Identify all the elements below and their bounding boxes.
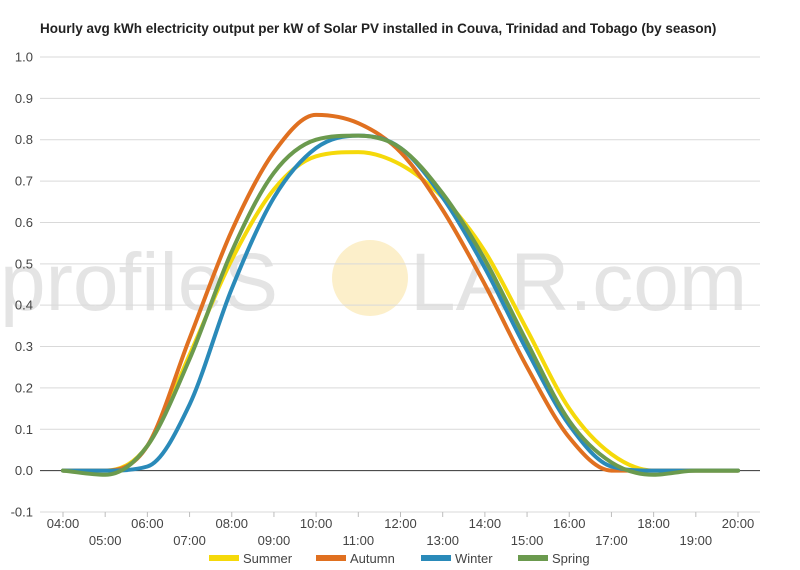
x-axis-ticks: 04:00 05:00 06:00 07:00 08:00 09:00 10:00 11:00… bbox=[47, 512, 755, 548]
legend-swatch bbox=[316, 555, 346, 561]
legend-swatch bbox=[421, 555, 451, 561]
x-tick-label: 17:00 bbox=[595, 533, 628, 548]
grid-lines bbox=[40, 56, 760, 513]
y-tick-label: 0.2 bbox=[15, 380, 33, 395]
y-tick-label: -0.1 bbox=[11, 505, 33, 520]
x-tick-label: 18:00 bbox=[637, 516, 670, 531]
x-tick-label: 14:00 bbox=[469, 516, 502, 531]
y-tick-label: 0.3 bbox=[15, 339, 33, 354]
x-tick-label: 11:00 bbox=[343, 533, 375, 548]
y-tick-label: 0.7 bbox=[15, 174, 33, 189]
legend-item-winter: Winter bbox=[421, 551, 493, 566]
x-tick-label: 15:00 bbox=[511, 533, 544, 548]
y-axis-ticks: -0.1 0.0 0.1 0.2 0.3 0.4 0.5 0.6 0.7 0.8 0.9 1.0 bbox=[11, 50, 33, 520]
y-tick-label: 0.5 bbox=[15, 256, 33, 271]
x-tick-label: 05:00 bbox=[89, 533, 122, 548]
legend-item-autumn: Autumn bbox=[316, 551, 395, 566]
watermark: profileS LAR.com bbox=[0, 237, 747, 328]
x-tick-label: 13:00 bbox=[426, 533, 459, 548]
x-tick-label: 12:00 bbox=[384, 516, 417, 531]
x-tick-label: 16:00 bbox=[553, 516, 586, 531]
chart-title: Hourly avg kWh electricity output per kW… bbox=[40, 21, 716, 36]
series-lines bbox=[61, 112, 740, 477]
series-line-spring bbox=[61, 133, 740, 477]
legend-label: Spring bbox=[552, 551, 590, 566]
legend-swatch bbox=[518, 555, 548, 561]
y-tick-label: 0.0 bbox=[15, 463, 33, 478]
series-line-autumn bbox=[61, 112, 740, 473]
x-tick-label: 19:00 bbox=[680, 533, 713, 548]
y-tick-label: 0.9 bbox=[15, 91, 33, 106]
legend-label: Autumn bbox=[350, 551, 395, 566]
y-tick-label: 0.4 bbox=[15, 298, 33, 313]
y-tick-label: 0.6 bbox=[15, 215, 33, 230]
y-tick-label: 0.8 bbox=[15, 132, 33, 147]
legend-label: Summer bbox=[243, 551, 293, 566]
x-tick-label: 06:00 bbox=[131, 516, 164, 531]
y-tick-label: 1.0 bbox=[15, 50, 33, 65]
legend-swatch bbox=[209, 555, 239, 561]
x-tick-label: 10:00 bbox=[300, 516, 333, 531]
watermark-sun-icon bbox=[332, 240, 408, 316]
legend-item-spring: Spring bbox=[518, 551, 590, 566]
legend-label: Winter bbox=[455, 551, 493, 566]
legend: Summer Autumn Winter Spring bbox=[209, 551, 590, 566]
legend-item-summer: Summer bbox=[209, 551, 293, 566]
y-tick-label: 0.1 bbox=[15, 422, 33, 437]
x-tick-label: 09:00 bbox=[258, 533, 291, 548]
watermark-right-text: LAR.com bbox=[410, 237, 747, 328]
x-tick-label: 20:00 bbox=[722, 516, 755, 531]
x-tick-label: 04:00 bbox=[47, 516, 80, 531]
x-tick-label: 08:00 bbox=[215, 516, 248, 531]
x-tick-label: 07:00 bbox=[173, 533, 206, 548]
